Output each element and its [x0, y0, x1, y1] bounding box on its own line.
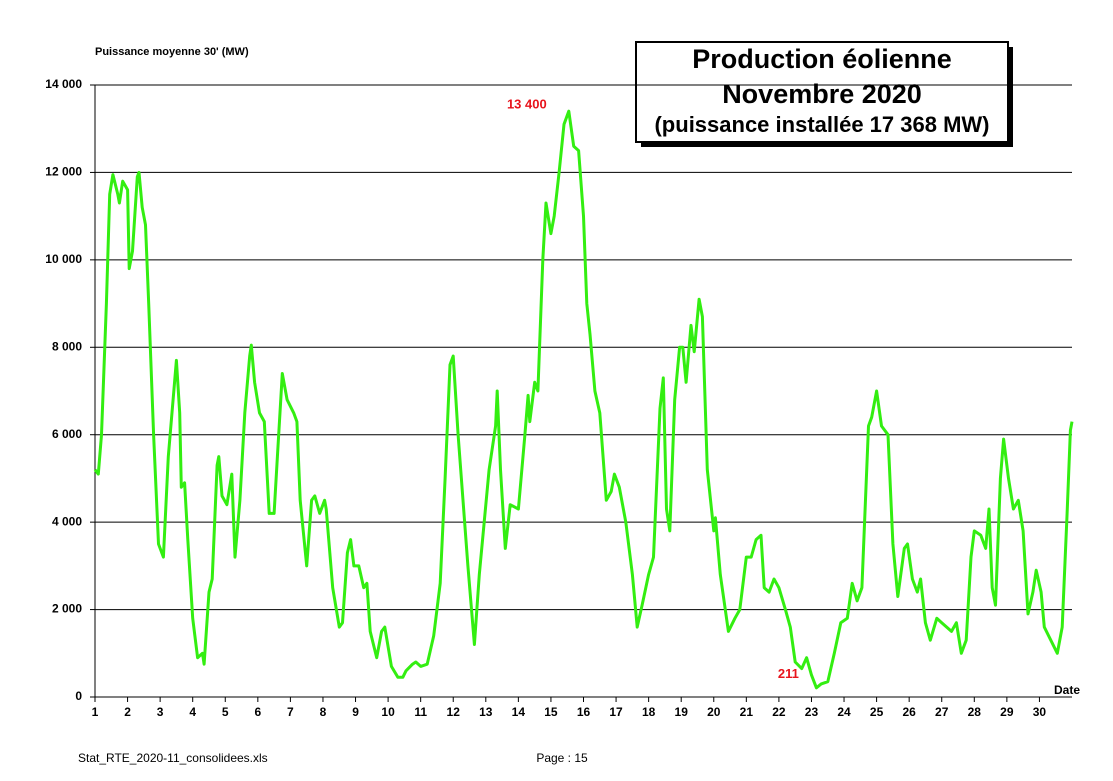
x-tick-label: 14 [512, 705, 526, 719]
y-tick-label: 2 000 [52, 602, 82, 616]
y-tick-label: 0 [75, 689, 82, 703]
x-tick-label: 27 [935, 705, 949, 719]
annotation: 211 [778, 666, 799, 681]
x-tick-label: 24 [837, 705, 851, 719]
x-tick-label: 1 [92, 705, 99, 719]
x-tick-label: 5 [222, 705, 229, 719]
x-tick-label: 8 [320, 705, 327, 719]
x-tick-label: 10 [381, 705, 395, 719]
y-tick-label: 14 000 [45, 77, 82, 91]
x-tick-label: 15 [544, 705, 558, 719]
x-tick-label: 13 [479, 705, 493, 719]
x-tick-label: 23 [805, 705, 819, 719]
footer-page: Page : 15 [536, 751, 588, 765]
x-tick-label: 20 [707, 705, 721, 719]
x-tick-label: 12 [447, 705, 461, 719]
x-tick-label: 17 [609, 705, 623, 719]
x-tick-label: 30 [1033, 705, 1047, 719]
x-tick-label: 19 [675, 705, 689, 719]
x-tick-label: 29 [1000, 705, 1014, 719]
x-tick-label: 18 [642, 705, 656, 719]
y-axis-label: Puissance moyenne 30' (MW) [95, 46, 249, 58]
x-tick-label: 11 [414, 705, 427, 719]
annotation: 13 400 [507, 97, 547, 112]
x-tick-label: 26 [902, 705, 916, 719]
x-tick-label: 9 [352, 705, 359, 719]
x-tick-label: 16 [577, 705, 591, 719]
x-tick-label: 21 [740, 705, 754, 719]
chart-subtitle: (puissance installée 17 368 MW) [654, 112, 989, 137]
title-box [635, 41, 1009, 143]
x-tick-label: 6 [254, 705, 261, 719]
y-tick-label: 12 000 [45, 165, 82, 179]
x-tick-label: 4 [189, 705, 196, 719]
y-tick-label: 10 000 [45, 252, 82, 266]
chart-title: Production éolienne [692, 44, 952, 74]
x-tick-label: 22 [772, 705, 786, 719]
x-axis-label: Date [1054, 683, 1080, 697]
x-tick-label: 7 [287, 705, 294, 719]
footer-file: Stat_RTE_2020-11_consolidees.xls [78, 751, 268, 765]
y-tick-label: 6 000 [52, 427, 82, 441]
y-tick-label: 4 000 [52, 514, 82, 528]
y-tick-label: 8 000 [52, 339, 82, 353]
x-tick-label: 25 [870, 705, 884, 719]
chart-title: Novembre 2020 [722, 79, 922, 109]
x-tick-label: 2 [124, 705, 131, 719]
x-tick-label: 3 [157, 705, 164, 719]
data-line [93, 109, 1074, 690]
x-tick-label: 28 [968, 705, 982, 719]
